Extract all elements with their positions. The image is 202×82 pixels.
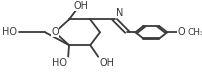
Text: O: O [177, 26, 185, 36]
Text: OH: OH [99, 58, 114, 68]
Text: N: N [116, 8, 123, 18]
Text: HO: HO [2, 26, 17, 36]
Text: O: O [51, 26, 58, 36]
Text: CH₃: CH₃ [187, 28, 202, 37]
Text: HO: HO [52, 58, 67, 68]
Text: OH: OH [73, 1, 88, 11]
